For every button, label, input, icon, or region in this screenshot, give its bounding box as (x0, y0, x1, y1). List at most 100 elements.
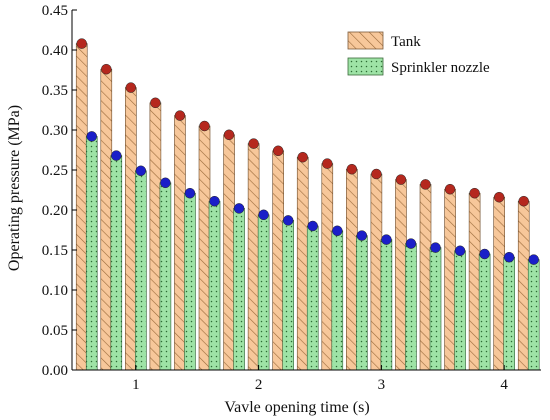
bar-tank-9 (296, 156, 309, 371)
bar-tank-1 (100, 68, 113, 371)
bar-tank-4 (174, 115, 186, 371)
point-sprinkler-5 (209, 195, 220, 207)
markers-layer (76, 38, 539, 265)
point-tank-18 (518, 195, 529, 207)
bar-tank-14 (419, 184, 432, 371)
bar-tank-11 (346, 168, 358, 371)
bar-tank-10 (321, 163, 334, 371)
point-tank-10 (322, 158, 333, 169)
point-sprinkler-14 (430, 242, 441, 253)
point-tank-12 (371, 168, 382, 180)
y-tick-label-1: 0.05 (42, 323, 68, 339)
bar-tank-13 (395, 179, 407, 371)
bar-sprinkler-0 (85, 136, 98, 371)
point-tank-11 (346, 163, 358, 175)
bar-tank-0 (75, 43, 88, 371)
point-tank-9 (297, 151, 308, 163)
point-sprinkler-8 (282, 215, 294, 226)
bar-sprinkler-11 (356, 235, 368, 371)
bar-sprinkler-2 (135, 170, 147, 371)
point-sprinkler-9 (307, 220, 318, 232)
point-sprinkler-0 (86, 131, 97, 142)
point-tank-0 (76, 38, 87, 49)
legend: Tank Sprinkler nozzle (347, 31, 490, 76)
legend-swatch-sprinkler (347, 57, 384, 76)
bar-tank-2 (125, 87, 137, 371)
point-tank-3 (150, 97, 161, 109)
x-tick-label-0: 1 (132, 377, 140, 393)
point-tank-7 (248, 138, 259, 149)
y-tick-label-0: 0.00 (42, 363, 68, 379)
bar-tank-8 (272, 150, 284, 371)
bar-sprinkler-5 (208, 200, 221, 371)
bar-sprinkler-7 (257, 214, 270, 371)
y-tick-label-4: 0.20 (42, 203, 68, 219)
y-tick-label-7: 0.35 (42, 83, 68, 99)
bar-tank-5 (198, 125, 211, 371)
point-tank-5 (199, 120, 210, 132)
x-tick-label-3: 4 (500, 377, 508, 393)
point-sprinkler-17 (503, 251, 515, 263)
bar-sprinkler-13 (405, 243, 417, 371)
y-tick-label-5: 0.25 (42, 163, 68, 179)
point-sprinkler-16 (479, 248, 490, 260)
x-tick-label-2: 3 (378, 377, 386, 393)
bar-sprinkler-8 (282, 220, 294, 371)
legend-label-sprinkler: Sprinkler nozzle (391, 60, 490, 76)
point-sprinkler-4 (184, 187, 196, 199)
point-sprinkler-3 (160, 177, 171, 189)
bar-sprinkler-17 (503, 256, 515, 371)
bar-sprinkler-4 (184, 192, 196, 371)
point-tank-14 (420, 179, 431, 190)
ticks-layer: 0.00 0.05 0.10 0.15 0.20 0.25 0.30 0.35 0.40 0.45… (42, 3, 509, 393)
point-sprinkler-7 (258, 209, 269, 221)
point-sprinkler-13 (405, 238, 417, 249)
point-tank-2 (125, 82, 137, 93)
point-tank-8 (272, 145, 284, 157)
point-tank-16 (469, 187, 480, 199)
y-tick-label-6: 0.30 (42, 123, 68, 139)
y-tick-label-3: 0.15 (42, 243, 68, 259)
point-sprinkler-6 (233, 203, 245, 214)
point-tank-6 (223, 129, 235, 141)
bar-tank-7 (247, 143, 260, 371)
point-sprinkler-1 (111, 150, 122, 161)
bar-tank-6 (223, 134, 235, 371)
point-tank-15 (444, 183, 456, 195)
bar-tank-15 (444, 188, 456, 371)
point-sprinkler-18 (528, 254, 539, 265)
bar-sprinkler-10 (331, 230, 344, 371)
legend-swatch-tank (347, 31, 384, 50)
legend-label-tank: Tank (391, 34, 421, 50)
bar-tank-16 (468, 192, 481, 371)
bar-tank-12 (370, 173, 383, 371)
point-sprinkler-11 (356, 230, 368, 241)
point-sprinkler-10 (332, 225, 343, 237)
bar-tank-17 (493, 196, 505, 371)
y-tick-label-8: 0.40 (42, 43, 68, 59)
point-tank-1 (101, 63, 112, 75)
bar-sprinkler-3 (159, 182, 172, 371)
y-tick-label-2: 0.10 (42, 283, 68, 299)
bar-tank-3 (149, 102, 162, 371)
point-tank-4 (174, 110, 186, 121)
point-tank-17 (493, 191, 505, 203)
bar-sprinkler-14 (429, 247, 442, 371)
bar-sprinkler-12 (380, 239, 393, 371)
bar-sprinkler-16 (478, 253, 491, 371)
point-sprinkler-2 (135, 165, 147, 177)
x-axis-title: Vavle opening time (s) (224, 399, 369, 416)
y-axis-title: Operating pressure (MPa) (6, 105, 23, 271)
bar-sprinkler-15 (454, 250, 466, 371)
y-tick-label-9: 0.45 (42, 3, 68, 19)
x-tick-label-1: 2 (255, 377, 263, 393)
bar-sprinkler-18 (527, 259, 540, 371)
bar-sprinkler-1 (110, 155, 123, 371)
axes-layer (71, 10, 541, 371)
bar-tank-18 (517, 200, 530, 371)
bar-sprinkler-6 (233, 208, 245, 371)
bar-sprinkler-9 (306, 225, 319, 371)
point-sprinkler-12 (381, 234, 392, 245)
